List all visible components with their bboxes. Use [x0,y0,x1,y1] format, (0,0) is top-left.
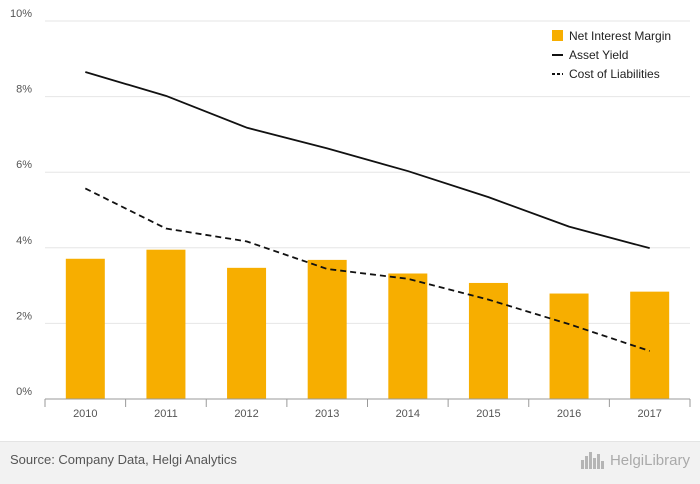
legend-label: Net Interest Margin [569,29,671,43]
x-tick-label: 2017 [637,408,661,420]
bar-net-interest-margin [468,282,508,399]
x-tick-label: 2014 [396,408,420,420]
source-note: Source: Company Data, Helgi Analytics [10,452,237,467]
legend-item: Cost of Liabilities [552,67,660,81]
bars-net-interest-margin [65,249,670,399]
bar-net-interest-margin [630,291,670,399]
skyline-logo-icon [580,452,604,469]
y-tick-label: 8% [16,84,32,96]
brand-name: HelgiLibrary [609,451,690,469]
legend-item: Net Interest Margin [552,29,671,43]
bar-net-interest-margin [146,249,186,399]
bar-net-interest-margin [549,293,589,399]
axes: 0% 2% 4% 6% 8% 10% 2010 2011 2012 2013 2014 2015 201… [10,8,691,420]
brand[interactable]: HelgiLibrary [580,450,690,470]
x-tick-label: 2010 [73,408,97,420]
bar-net-interest-margin [227,267,267,399]
legend-swatch [552,30,563,41]
y-tick-label: 0% [16,386,32,398]
legend-item: Asset Yield [552,48,628,62]
chart: 0% 2% 4% 6% 8% 10% 2010 2011 2012 2013 2014 2015 201… [10,8,691,420]
line-cost-of-liabilities [84,187,650,352]
line-asset-yield [85,71,650,250]
bar-net-interest-margin [388,273,428,399]
x-tick-label: 2013 [315,408,339,420]
x-tick-label: 2015 [476,408,500,420]
footer: Source: Company Data, Helgi Analytics He… [0,441,700,484]
x-tick-label: 2011 [154,408,178,420]
bar-net-interest-margin [307,259,347,399]
y-tick-label: 6% [16,159,32,171]
y-tick-label: 4% [16,235,32,247]
lines [84,71,650,352]
bar-net-interest-margin [65,258,105,399]
legend: Net Interest Margin Asset Yield Cost of Li… [552,29,671,81]
legend-label: Cost of Liabilities [569,67,660,81]
y-tick-label: 2% [16,310,32,322]
x-tick-label: 2016 [557,408,581,420]
legend-label: Asset Yield [569,48,628,62]
x-tick-label: 2012 [234,408,258,420]
y-tick-label: 10% [10,8,32,20]
